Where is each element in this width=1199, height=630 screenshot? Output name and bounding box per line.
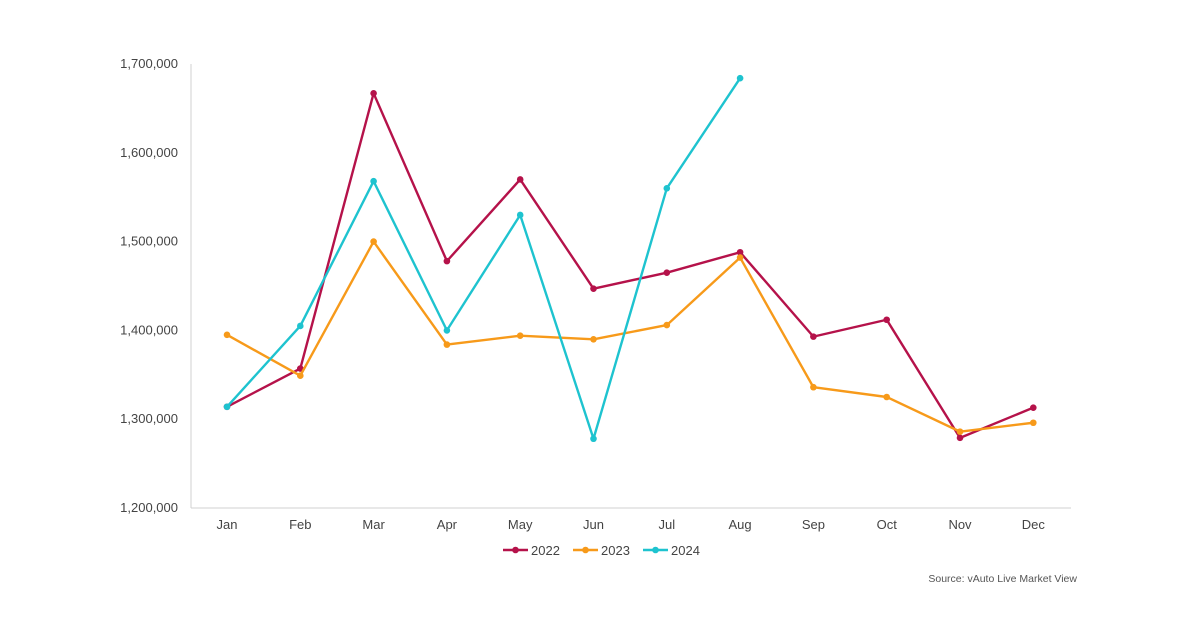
data-point-2022 xyxy=(810,333,817,340)
x-tick-label: Dec xyxy=(1022,517,1046,532)
series-line-2024 xyxy=(226,77,742,440)
y-tick-label: 1,600,000 xyxy=(120,145,178,160)
x-tick-label: Mar xyxy=(362,517,385,532)
x-tick-label: Feb xyxy=(289,517,311,532)
data-point-2023 xyxy=(443,341,451,348)
data-point-2022 xyxy=(736,248,744,256)
data-point-2022 xyxy=(516,176,524,183)
x-tick-label: Apr xyxy=(437,517,458,532)
data-point-2023 xyxy=(956,428,964,435)
legend-label: 2022 xyxy=(531,543,560,558)
legend-label: 2024 xyxy=(671,543,700,558)
y-tick-label: 1,400,000 xyxy=(120,322,178,337)
data-point-2024 xyxy=(590,435,597,443)
data-point-2023 xyxy=(590,335,597,343)
data-point-2023 xyxy=(297,372,304,379)
legend-item-2022: 2022 xyxy=(503,543,560,558)
y-tick-label: 1,700,000 xyxy=(120,56,178,71)
data-point-2022 xyxy=(1030,404,1037,411)
data-point-2022 xyxy=(590,285,597,292)
legend-marker-icon xyxy=(512,546,519,554)
data-point-2022 xyxy=(956,434,964,442)
series-line-2023 xyxy=(226,240,1034,433)
series-line-2022 xyxy=(226,92,1034,440)
legend-marker-icon xyxy=(582,546,589,554)
y-tick-label: 1,200,000 xyxy=(120,500,178,515)
x-tick-label: Jul xyxy=(658,517,675,532)
legend-item-2023: 2023 xyxy=(573,543,630,558)
x-tick-label: Oct xyxy=(877,517,898,532)
y-tick-label: 1,300,000 xyxy=(120,411,178,426)
data-point-2024 xyxy=(663,185,671,192)
legend-item-2024: 2024 xyxy=(643,543,700,558)
data-point-2023 xyxy=(370,238,377,245)
data-point-2022 xyxy=(883,316,890,324)
data-point-2023 xyxy=(810,383,817,391)
x-tick-label: Sep xyxy=(802,517,825,532)
data-point-2024 xyxy=(516,211,524,219)
data-point-2024 xyxy=(443,327,451,334)
data-point-2023 xyxy=(223,331,231,339)
x-tick-label: May xyxy=(508,517,533,532)
x-tick-label: Jan xyxy=(217,517,238,532)
x-tick-label: Nov xyxy=(948,517,972,532)
data-point-2024 xyxy=(736,74,744,82)
x-tick-label: Jun xyxy=(583,517,604,532)
legend-label: 2023 xyxy=(601,543,630,558)
data-point-2024 xyxy=(297,322,304,330)
x-tick-label: Aug xyxy=(729,517,752,532)
data-point-2024 xyxy=(223,403,231,411)
data-point-2023 xyxy=(1030,419,1037,427)
data-point-2022 xyxy=(663,269,671,276)
data-point-2023 xyxy=(883,393,890,401)
legend-marker-icon xyxy=(652,546,659,554)
data-point-2023 xyxy=(736,254,744,261)
data-point-2024 xyxy=(370,177,377,185)
source-note: Source: vAuto Live Market View xyxy=(928,573,1077,585)
y-tick-label: 1,500,000 xyxy=(120,234,178,249)
data-point-2023 xyxy=(516,332,524,340)
data-point-2022 xyxy=(443,257,451,265)
data-point-2022 xyxy=(370,90,377,97)
data-point-2023 xyxy=(663,321,671,329)
